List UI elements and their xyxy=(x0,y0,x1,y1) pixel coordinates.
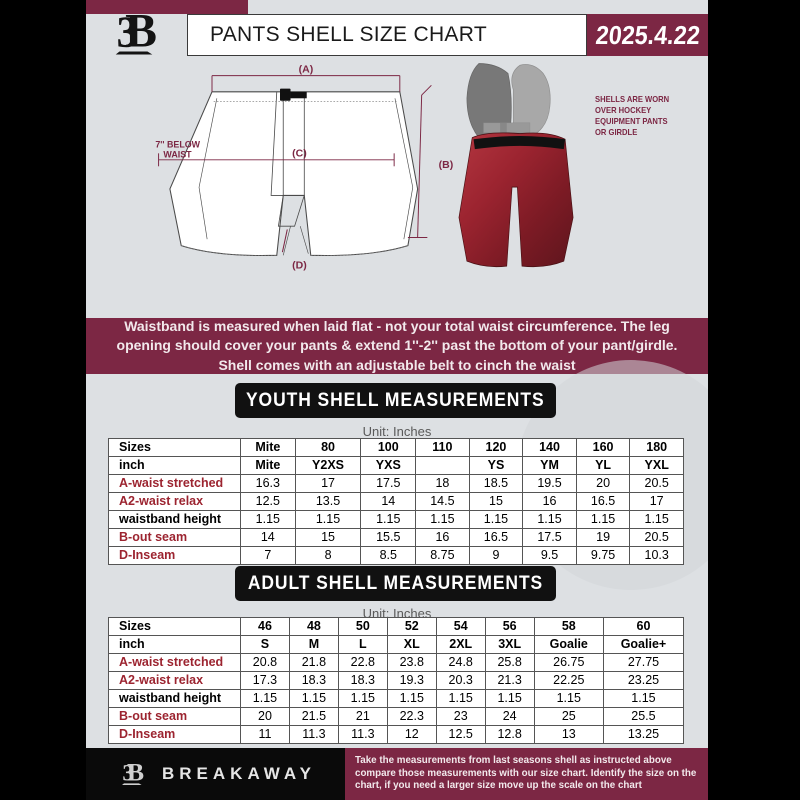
svg-text:B: B xyxy=(125,6,157,57)
svg-text:WAIST: WAIST xyxy=(163,149,192,159)
svg-text:(A): (A) xyxy=(299,63,314,75)
svg-text:7'' BELOW: 7'' BELOW xyxy=(155,140,200,150)
svg-text:(C): (C) xyxy=(292,148,307,160)
svg-text:B: B xyxy=(127,759,144,787)
svg-text:(D): (D) xyxy=(292,259,307,271)
